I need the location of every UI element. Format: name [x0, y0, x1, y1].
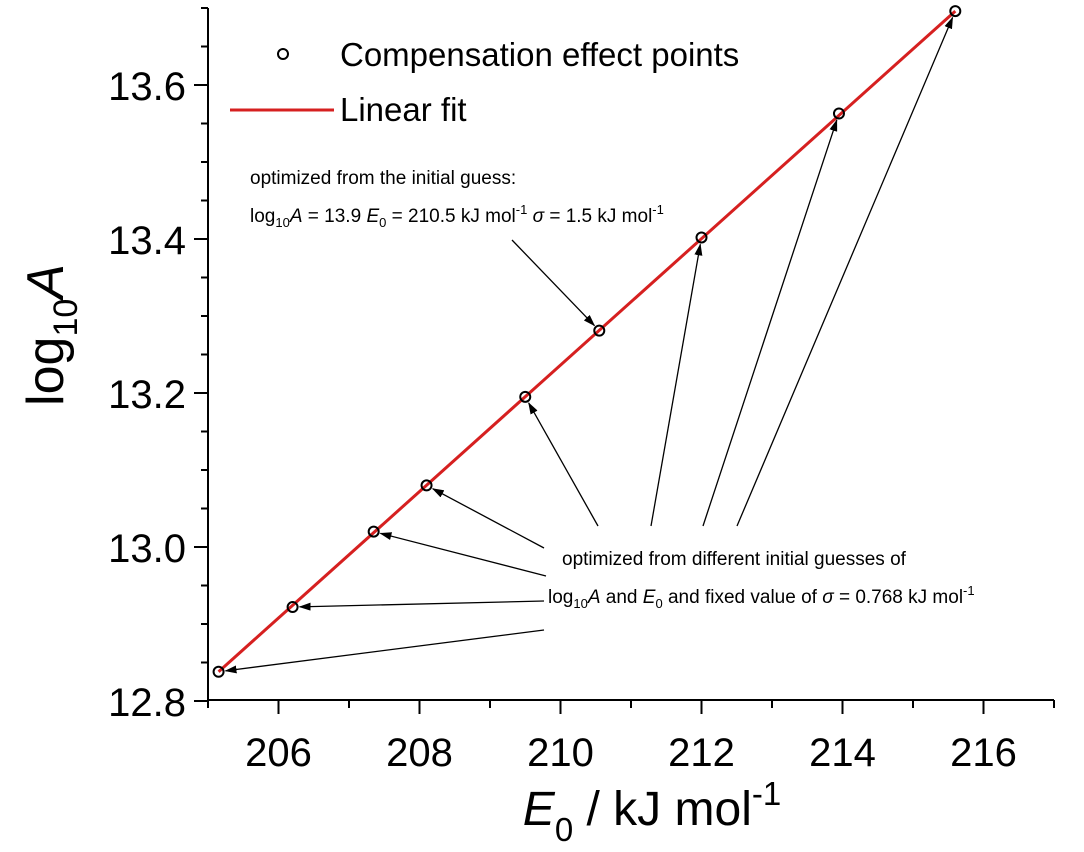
x-ticks: 206 208 210 212 214 216: [207, 700, 1055, 775]
legend-label-points: Compensation effect points: [340, 36, 739, 73]
annotation-arrow: [736, 16, 954, 527]
points-layer: [212, 5, 962, 678]
data-point: [949, 5, 962, 18]
annotation-top-line2: log10A = 13.9 E0 = 210.5 kJ mol-1 σ = 1.…: [250, 202, 664, 230]
x-axis-title-unit: / kJ mol: [573, 783, 752, 836]
x-tick-label: 216: [950, 731, 1017, 775]
annotation-bottom-line1: optimized from different initial guesses…: [562, 549, 907, 570]
annotation-bottom-line2: log10A and E0 and fixed value of σ = 0.7…: [548, 583, 975, 611]
legend: Compensation effect points Linear fit: [230, 36, 739, 128]
y-tick-label: 12.8: [108, 681, 186, 725]
x-tick-label: 214: [809, 731, 876, 775]
y-axis-title-main: log: [17, 337, 75, 406]
x-tick-label: 206: [245, 731, 312, 775]
legend-marker-circle: [277, 48, 289, 60]
annotation-arrow: [431, 488, 545, 549]
x-tick-label: 212: [668, 731, 735, 775]
x-axis-title-subscript: 0: [555, 811, 573, 848]
annotation-arrow: [702, 119, 838, 527]
annotation-arrow: [379, 532, 547, 577]
y-ticks: 12.8 13.0 13.2 13.4 13.6: [108, 7, 208, 725]
annotation-arrow: [650, 243, 703, 527]
x-axis-title: E0 / kJ mol-1: [523, 775, 781, 848]
data-point: [593, 324, 606, 337]
x-tick-label: 210: [527, 731, 594, 775]
annotations: optimized from the initial guess: log10A…: [250, 168, 975, 611]
data-point: [212, 665, 225, 678]
y-tick-label: 13.2: [108, 373, 186, 417]
y-tick-label: 13.6: [108, 65, 186, 109]
y-tick-label: 13.0: [108, 527, 186, 571]
arrows: [224, 16, 954, 674]
data-point: [420, 479, 433, 492]
legend-label-fit: Linear fit: [340, 91, 467, 128]
y-axis-title-subscript: 10: [47, 299, 85, 337]
annotation-arrow: [528, 402, 599, 527]
y-tick-label: 13.4: [108, 219, 186, 263]
annotation-arrow: [511, 239, 596, 327]
data-point: [695, 231, 708, 244]
x-tick-label: 208: [386, 731, 453, 775]
data-point: [286, 601, 299, 614]
x-axis-title-symbol: E: [523, 783, 556, 836]
annotation-arrow: [298, 600, 545, 611]
y-axis-title: log10A: [17, 264, 85, 406]
data-point: [519, 390, 532, 403]
data-point: [832, 107, 845, 120]
x-axis-title-superscript: -1: [752, 775, 781, 812]
annotation-top-line1: optimized from the initial guess:: [250, 168, 516, 189]
data-point: [367, 525, 380, 538]
y-axis-title-variable: A: [17, 264, 75, 302]
annotation-arrow: [224, 629, 545, 674]
